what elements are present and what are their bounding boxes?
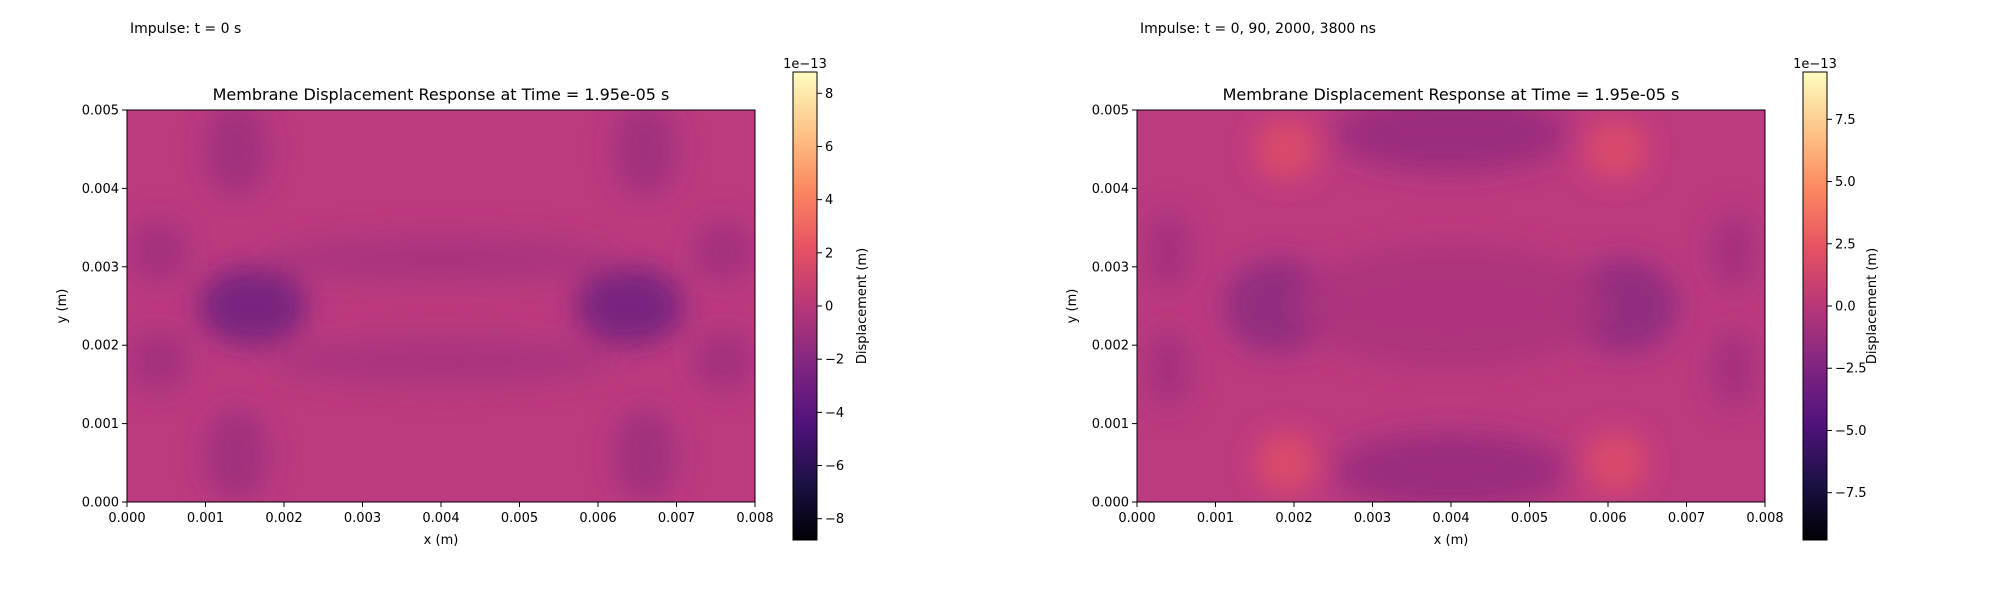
y-tick-label: 0.003: [1092, 260, 1129, 275]
colorbar-label: Displacement (m): [855, 248, 870, 364]
heatmap-field: [1137, 110, 1765, 502]
x-tick-label: 0.007: [1668, 511, 1705, 526]
x-tick-label: 0.004: [1432, 511, 1469, 526]
y-tick-label: 0.003: [82, 260, 119, 275]
heatmap-feature: [127, 219, 190, 283]
colorbar-exponent: 1e−13: [783, 57, 827, 72]
y-tick-label: 0.004: [82, 182, 119, 197]
y-tick-label: 0.005: [1092, 104, 1129, 119]
x-tick-label: 0.000: [108, 511, 145, 526]
heatmap-feature: [692, 219, 755, 283]
heatmap-feature: [205, 110, 269, 197]
colorbar-tick-label: 5.0: [1835, 175, 1856, 190]
y-tick-label: 0.001: [1092, 417, 1129, 432]
heatmap-feature: [127, 329, 190, 393]
colorbar-tick-label: −8: [825, 512, 844, 527]
colorbar-tick-label: 4: [825, 193, 833, 208]
colorbar-tick-label: −5.0: [1835, 424, 1867, 439]
heatmap-feature: [1584, 117, 1648, 181]
colorbar-tick-label: −4: [825, 406, 844, 421]
colorbar-tick-label: −2.5: [1835, 362, 1867, 377]
heatmap-field: [127, 110, 755, 502]
x-tick-label: 0.001: [1197, 511, 1234, 526]
chart-title: Membrane Displacement Response at Time =…: [1223, 85, 1680, 104]
y-tick-label: 0.001: [82, 417, 119, 432]
colorbar: [792, 71, 818, 541]
x-tick-label: 0.005: [501, 511, 538, 526]
colorbar-tick-label: 7.5: [1835, 113, 1856, 128]
y-tick-label: 0.002: [1092, 339, 1129, 354]
colorbar-tick-label: −2: [825, 353, 844, 368]
x-tick-label: 0.003: [344, 511, 381, 526]
x-axis-label: x (m): [424, 533, 459, 548]
chart-title: Membrane Displacement Response at Time =…: [213, 85, 670, 104]
heatmap-feature: [1710, 211, 1758, 291]
heatmap-feature: [268, 235, 614, 283]
colorbar-tick-label: 2: [825, 246, 833, 261]
x-tick-label: 0.004: [422, 511, 459, 526]
heatmap-feature: [1333, 431, 1569, 502]
heatmap-feature: [205, 407, 269, 502]
heatmap-feature: [692, 329, 755, 393]
x-tick-label: 0.003: [1354, 511, 1391, 526]
x-tick-label: 0.008: [736, 511, 773, 526]
heatmap-feature: [1584, 431, 1648, 495]
heatmap-feature: [1254, 117, 1318, 181]
heatmap-feature: [1333, 110, 1569, 173]
colorbar: [1802, 71, 1828, 541]
colorbar-tick-label: 6: [825, 140, 833, 155]
colorbar-label: Displacement (m): [1865, 248, 1880, 364]
heatmap-feature: [613, 110, 677, 197]
y-axis-label: y (m): [55, 289, 70, 324]
heatmap-chart: 0.000 0.001 0.002 0.003 0.004 0.005 0.006 0.007…: [55, 57, 870, 548]
heatmap-feature: [613, 407, 677, 502]
colorbar-tick-label: 8: [825, 87, 833, 102]
heatmap-feature: [1710, 329, 1758, 408]
y-tick-label: 0.000: [82, 496, 119, 511]
impulse-label: Impulse: t = 0 s: [130, 21, 242, 37]
heatmap-features: [1144, 110, 1758, 502]
impulse-label: Impulse: t = 0, 90, 2000, 3800 ns: [1140, 21, 1376, 37]
y-tick-label: 0.004: [1092, 182, 1129, 197]
y-tick-label: 0.000: [1092, 496, 1129, 511]
heatmap-feature: [197, 266, 308, 346]
chart-panel-left: Impulse: t = 0 s 0.000 0.001 0.002 0.003 0.0…: [55, 21, 870, 548]
colorbar-tick-label: −6: [825, 459, 844, 474]
x-tick-label: 0.008: [1746, 511, 1783, 526]
heatmap-feature: [268, 337, 614, 385]
x-tick-label: 0.006: [1589, 511, 1626, 526]
x-axis-label: x (m): [1434, 533, 1469, 548]
x-tick-label: 0.007: [658, 511, 695, 526]
heatmap-feature: [1294, 243, 1608, 369]
x-tick-label: 0.002: [265, 511, 302, 526]
heatmap-feature: [1254, 431, 1318, 495]
heatmap-feature: [574, 266, 685, 346]
heatmap-feature: [1144, 329, 1192, 408]
x-tick-label: 0.000: [1118, 511, 1155, 526]
colorbar-tick-label: −7.5: [1835, 486, 1867, 501]
y-tick-label: 0.005: [82, 104, 119, 119]
heatmap-feature: [1144, 211, 1192, 291]
colorbar-tick-label: 2.5: [1835, 237, 1856, 252]
colorbar-exponent: 1e−13: [1793, 57, 1837, 72]
x-tick-label: 0.001: [187, 511, 224, 526]
x-tick-label: 0.006: [579, 511, 616, 526]
colorbar-tick-label: 0.0: [1835, 300, 1856, 315]
x-tick-label: 0.005: [1511, 511, 1548, 526]
chart-panel-right: Impulse: t = 0, 90, 2000, 3800 ns 0.000 0…: [1010, 0, 2000, 600]
y-axis-label: y (m): [1065, 289, 1080, 324]
colorbar-tick-label: 0: [825, 300, 833, 315]
x-tick-label: 0.002: [1275, 511, 1312, 526]
heatmap-chart: 0.000 0.001 0.002 0.003 0.004 0.005 0.006 0.007…: [1065, 57, 1880, 548]
y-tick-label: 0.002: [82, 339, 119, 354]
heatmap-features: [127, 110, 755, 502]
